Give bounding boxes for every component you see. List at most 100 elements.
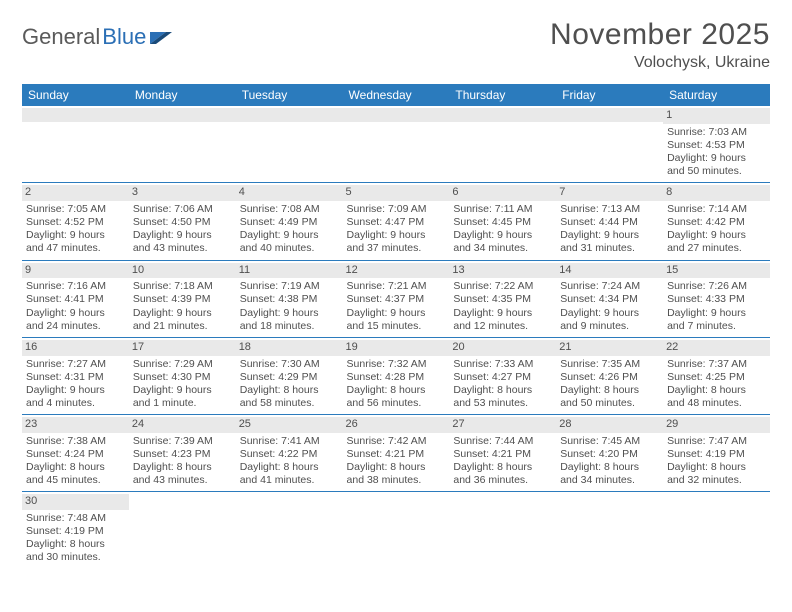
logo-text-1: General [22, 24, 100, 50]
sunrise-line: Sunrise: 7:42 AM [347, 435, 446, 448]
sunrise-line: Sunrise: 7:30 AM [240, 358, 339, 371]
daylight-line: Daylight: 9 hours and 18 minutes. [240, 307, 339, 333]
calendar-cell: 14Sunrise: 7:24 AMSunset: 4:34 PMDayligh… [556, 260, 663, 337]
calendar-table: SundayMondayTuesdayWednesdayThursdayFrid… [22, 84, 770, 569]
daylight-line: Daylight: 9 hours and 40 minutes. [240, 229, 339, 255]
sunset-line: Sunset: 4:21 PM [347, 448, 446, 461]
day-number: 30 [22, 494, 129, 510]
day-number: 2 [22, 185, 129, 201]
calendar-cell: 5Sunrise: 7:09 AMSunset: 4:47 PMDaylight… [343, 183, 450, 260]
sunset-line: Sunset: 4:33 PM [667, 293, 766, 306]
calendar-cell [663, 492, 770, 569]
sunrise-line: Sunrise: 7:14 AM [667, 203, 766, 216]
calendar-cell [129, 492, 236, 569]
sunrise-line: Sunrise: 7:47 AM [667, 435, 766, 448]
sunset-line: Sunset: 4:44 PM [560, 216, 659, 229]
daynum-empty [129, 108, 236, 122]
calendar-cell: 23Sunrise: 7:38 AMSunset: 4:24 PMDayligh… [22, 415, 129, 492]
sunset-line: Sunset: 4:19 PM [26, 525, 125, 538]
sunrise-line: Sunrise: 7:44 AM [453, 435, 552, 448]
calendar-cell: 15Sunrise: 7:26 AMSunset: 4:33 PMDayligh… [663, 260, 770, 337]
sunset-line: Sunset: 4:45 PM [453, 216, 552, 229]
daylight-line: Daylight: 8 hours and 50 minutes. [560, 384, 659, 410]
calendar-row: 30Sunrise: 7:48 AMSunset: 4:19 PMDayligh… [22, 492, 770, 569]
day-number: 24 [129, 417, 236, 433]
logo-flag-icon [150, 30, 172, 46]
calendar-cell [343, 492, 450, 569]
calendar-cell: 18Sunrise: 7:30 AMSunset: 4:29 PMDayligh… [236, 337, 343, 414]
sunset-line: Sunset: 4:50 PM [133, 216, 232, 229]
sunset-line: Sunset: 4:35 PM [453, 293, 552, 306]
sunset-line: Sunset: 4:25 PM [667, 371, 766, 384]
daylight-line: Daylight: 8 hours and 56 minutes. [347, 384, 446, 410]
day-number: 9 [22, 263, 129, 279]
day-number: 14 [556, 263, 663, 279]
calendar-cell [129, 106, 236, 183]
sunset-line: Sunset: 4:42 PM [667, 216, 766, 229]
daylight-line: Daylight: 8 hours and 34 minutes. [560, 461, 659, 487]
calendar-cell [556, 492, 663, 569]
calendar-cell: 28Sunrise: 7:45 AMSunset: 4:20 PMDayligh… [556, 415, 663, 492]
sunrise-line: Sunrise: 7:05 AM [26, 203, 125, 216]
sunset-line: Sunset: 4:39 PM [133, 293, 232, 306]
calendar-cell: 17Sunrise: 7:29 AMSunset: 4:30 PMDayligh… [129, 337, 236, 414]
daylight-line: Daylight: 8 hours and 53 minutes. [453, 384, 552, 410]
calendar-cell: 11Sunrise: 7:19 AMSunset: 4:38 PMDayligh… [236, 260, 343, 337]
daylight-line: Daylight: 9 hours and 4 minutes. [26, 384, 125, 410]
sunrise-line: Sunrise: 7:18 AM [133, 280, 232, 293]
calendar-cell: 8Sunrise: 7:14 AMSunset: 4:42 PMDaylight… [663, 183, 770, 260]
daynum-empty [556, 108, 663, 122]
sunset-line: Sunset: 4:34 PM [560, 293, 659, 306]
sunrise-line: Sunrise: 7:32 AM [347, 358, 446, 371]
sunrise-line: Sunrise: 7:09 AM [347, 203, 446, 216]
daylight-line: Daylight: 9 hours and 12 minutes. [453, 307, 552, 333]
sunrise-line: Sunrise: 7:19 AM [240, 280, 339, 293]
sunset-line: Sunset: 4:37 PM [347, 293, 446, 306]
daynum-empty [449, 108, 556, 122]
daynum-empty [22, 108, 129, 122]
calendar-cell [236, 492, 343, 569]
calendar-cell: 26Sunrise: 7:42 AMSunset: 4:21 PMDayligh… [343, 415, 450, 492]
sunset-line: Sunset: 4:52 PM [26, 216, 125, 229]
daylight-line: Daylight: 8 hours and 48 minutes. [667, 384, 766, 410]
location: Volochysk, Ukraine [550, 54, 770, 72]
calendar-row: 2 Sunrise: 7:05 AMSunset: 4:52 PM Daylight… [22, 183, 770, 260]
day-number: 11 [236, 263, 343, 279]
day-number: 20 [449, 340, 556, 356]
day-number: 17 [129, 340, 236, 356]
calendar-cell [22, 106, 129, 183]
daylight-line: Daylight: 9 hours and 15 minutes. [347, 307, 446, 333]
sunrise-line: Sunrise: 7:27 AM [26, 358, 125, 371]
sunset-line: Sunset: 4:19 PM [667, 448, 766, 461]
sunset-line: Sunset: 4:26 PM [560, 371, 659, 384]
sunset-line: Sunset: 4:53 PM [667, 139, 766, 152]
sunrise-line: Sunrise: 7:29 AM [133, 358, 232, 371]
calendar-row: 9Sunrise: 7:16 AMSunset: 4:41 PMDaylight… [22, 260, 770, 337]
sunrise-line: Sunrise: 7:38 AM [26, 435, 125, 448]
calendar-cell: 2Sunrise: 7:05 AMSunset: 4:52 PMDaylight… [22, 183, 129, 260]
sunset-line: Sunset: 4:28 PM [347, 371, 446, 384]
calendar-row: 1Sunrise: 7:03 AMSunset: 4:53 PMDaylight… [22, 106, 770, 183]
logo-text-2: Blue [102, 24, 146, 50]
sunrise-line: Sunrise: 7:24 AM [560, 280, 659, 293]
day-number: 22 [663, 340, 770, 356]
day-number: 19 [343, 340, 450, 356]
sunrise-line: Sunrise: 7:39 AM [133, 435, 232, 448]
calendar-row: 23Sunrise: 7:38 AMSunset: 4:24 PMDayligh… [22, 415, 770, 492]
day-number: 4 [236, 185, 343, 201]
calendar-row: 16Sunrise: 7:27 AMSunset: 4:31 PMDayligh… [22, 337, 770, 414]
calendar-cell: 29Sunrise: 7:47 AMSunset: 4:19 PMDayligh… [663, 415, 770, 492]
daylight-line: Daylight: 8 hours and 38 minutes. [347, 461, 446, 487]
calendar-cell: 12Sunrise: 7:21 AMSunset: 4:37 PMDayligh… [343, 260, 450, 337]
month-title: November 2025 [550, 18, 770, 52]
day-number: 18 [236, 340, 343, 356]
calendar-cell: 6Sunrise: 7:11 AMSunset: 4:45 PMDaylight… [449, 183, 556, 260]
sunrise-line: Sunrise: 7:35 AM [560, 358, 659, 371]
sunrise-line: Sunrise: 7:06 AM [133, 203, 232, 216]
sunset-line: Sunset: 4:22 PM [240, 448, 339, 461]
day-number: 15 [663, 263, 770, 279]
daylight-line: Daylight: 9 hours and 27 minutes. [667, 229, 766, 255]
daylight-line: Daylight: 9 hours and 9 minutes. [560, 307, 659, 333]
sunset-line: Sunset: 4:23 PM [133, 448, 232, 461]
daylight-line: Daylight: 8 hours and 32 minutes. [667, 461, 766, 487]
